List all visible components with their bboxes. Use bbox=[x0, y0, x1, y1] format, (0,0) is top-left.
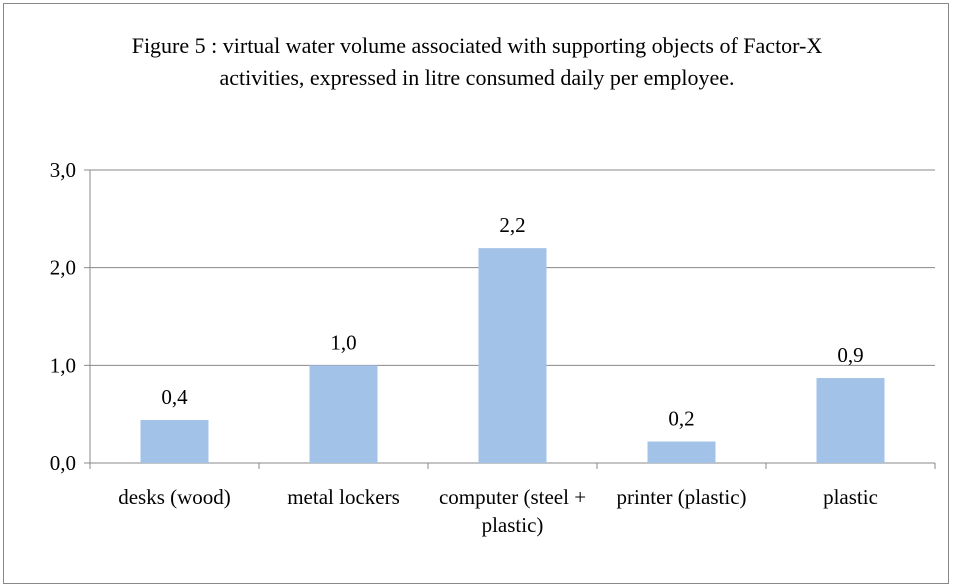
bar bbox=[478, 248, 547, 463]
x-tick-label: metal lockers bbox=[287, 485, 400, 509]
x-tick-label: desks (wood) bbox=[118, 485, 231, 509]
x-tick-label: computer (steel + plastic) bbox=[438, 485, 587, 537]
y-tick-label: 0,0 bbox=[50, 451, 76, 475]
x-tick-label: plastic bbox=[823, 485, 878, 509]
chart-frame bbox=[3, 3, 949, 584]
data-label: 2,2 bbox=[499, 213, 525, 237]
bar bbox=[647, 441, 716, 463]
data-label: 0,4 bbox=[161, 385, 188, 409]
y-tick-label: 3,0 bbox=[50, 158, 76, 182]
chart-title: Figure 5 : virtual water volume associat… bbox=[131, 33, 823, 90]
bar bbox=[816, 378, 885, 463]
y-tick-label: 1,0 bbox=[50, 353, 76, 377]
y-tick-label: 2,0 bbox=[50, 256, 76, 280]
bar bbox=[309, 365, 378, 463]
data-label: 0,2 bbox=[668, 407, 694, 431]
data-label: 0,9 bbox=[837, 343, 863, 367]
x-tick-label: printer (plastic) bbox=[616, 485, 747, 509]
bar bbox=[140, 420, 209, 463]
data-label: 1,0 bbox=[330, 330, 356, 354]
